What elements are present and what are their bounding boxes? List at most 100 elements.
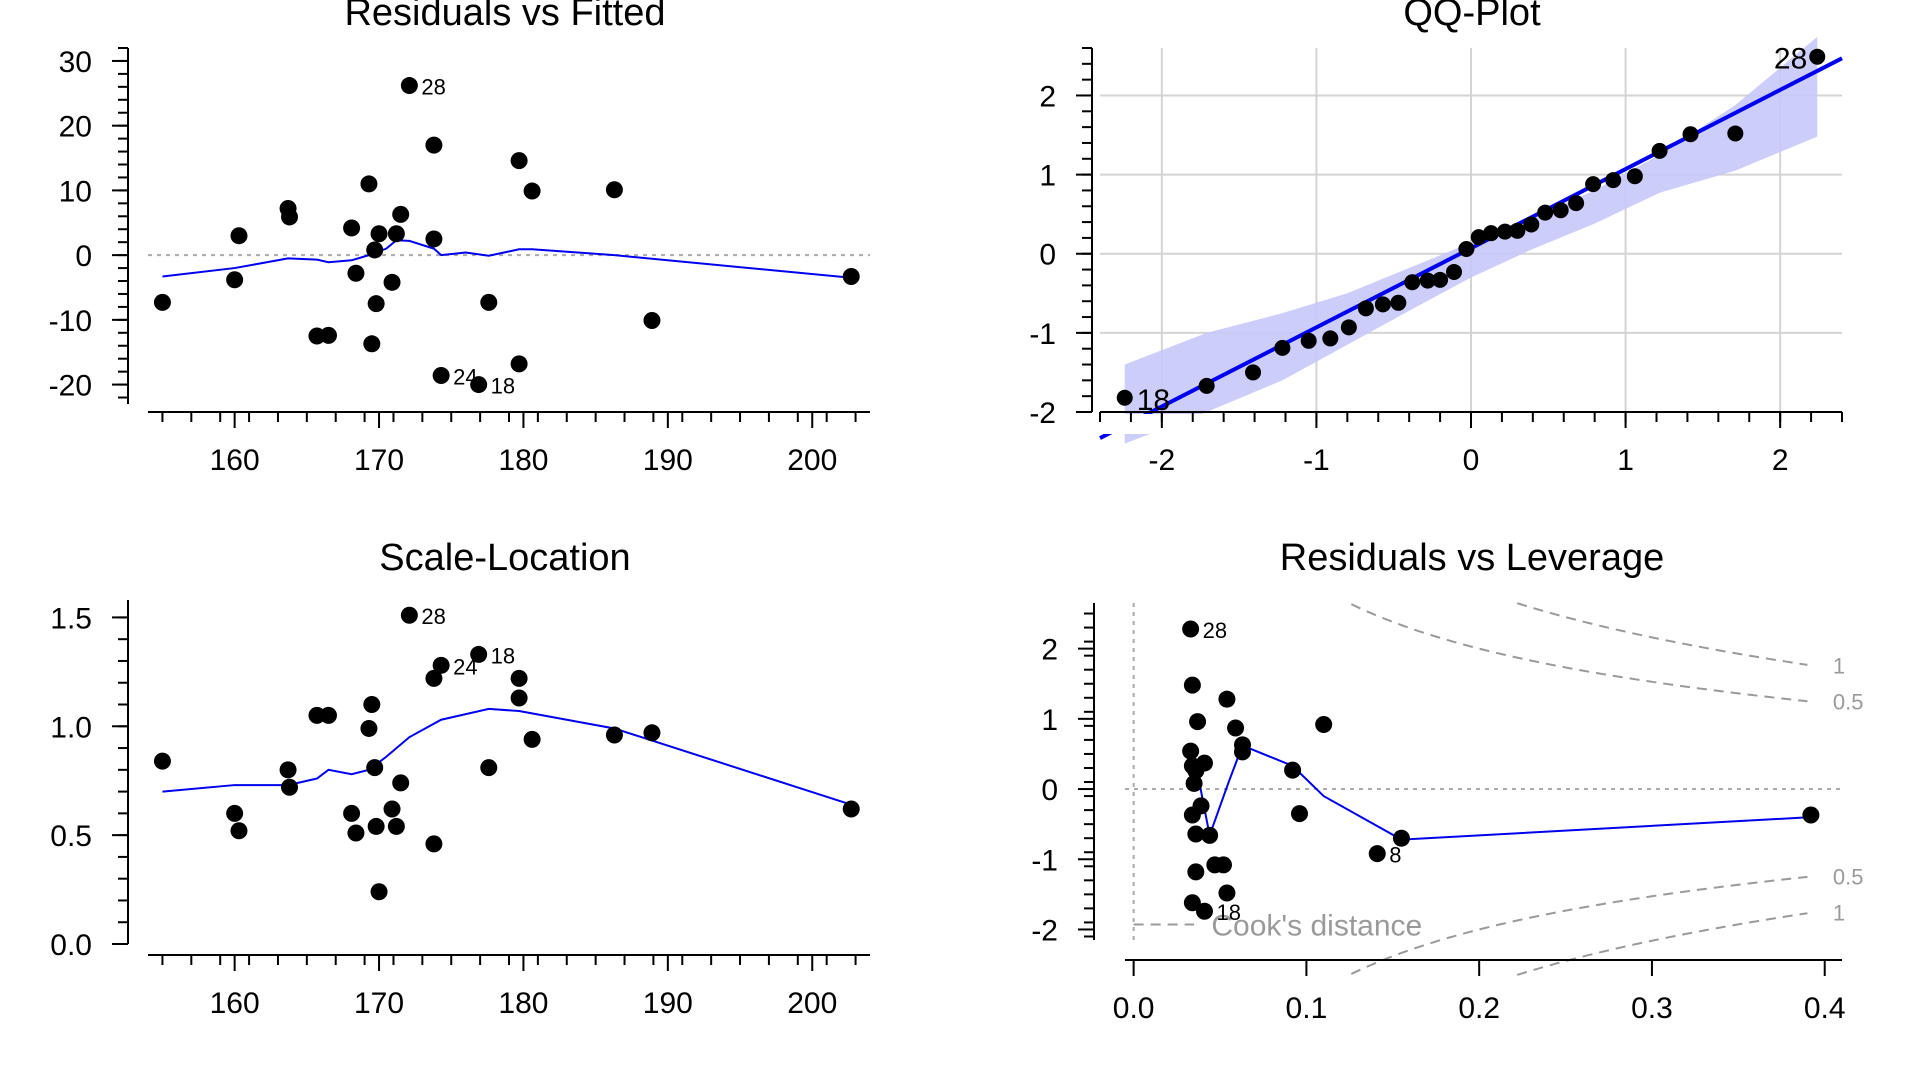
y-tick-label: 0.0 xyxy=(50,929,92,962)
data-point xyxy=(1392,829,1410,847)
data-point xyxy=(400,77,418,95)
x-tick-label: 190 xyxy=(643,987,693,1020)
data-point xyxy=(510,355,528,373)
data-point xyxy=(1802,806,1820,824)
data-point xyxy=(230,227,248,245)
data-point xyxy=(1227,719,1245,737)
y-tick-label: 1 xyxy=(1039,160,1056,193)
data-point xyxy=(1727,125,1744,142)
data-point xyxy=(1509,222,1526,239)
cooks-contour-label: 0.5 xyxy=(1833,690,1864,715)
data-point xyxy=(1432,271,1449,288)
y-tick-label: 0 xyxy=(1039,239,1056,272)
cooks-contour-label: 1 xyxy=(1833,901,1845,926)
y-tick-label: -2 xyxy=(1031,914,1058,947)
data-point xyxy=(1374,296,1391,313)
point-id-label: 18 xyxy=(1137,384,1170,417)
data-point xyxy=(643,312,661,330)
point-id-label: 18 xyxy=(491,643,515,668)
data-point xyxy=(230,822,248,840)
data-point xyxy=(510,152,528,170)
data-point xyxy=(347,264,365,282)
x-tick-label: 160 xyxy=(210,444,260,477)
data-point xyxy=(1198,377,1215,394)
point-id-label: 28 xyxy=(1774,43,1807,76)
cooks-contour-1-upper xyxy=(1516,602,1808,666)
point-id-label: 18 xyxy=(491,374,515,399)
data-point xyxy=(1537,204,1554,221)
data-point xyxy=(343,219,361,237)
y-tick-label: 1 xyxy=(1041,704,1058,737)
y-tick-label: 1.5 xyxy=(50,602,92,635)
data-point xyxy=(392,205,410,223)
data-point xyxy=(1183,894,1201,912)
data-point xyxy=(1585,176,1602,193)
data-point xyxy=(1626,168,1643,185)
point-id-label: 28 xyxy=(1203,618,1227,643)
x-tick-label: 170 xyxy=(354,444,404,477)
data-point xyxy=(510,669,528,687)
data-point xyxy=(1458,240,1475,257)
data-point xyxy=(281,208,299,226)
data-point xyxy=(1300,332,1317,349)
y-tick-label: 2 xyxy=(1039,80,1056,113)
data-point xyxy=(320,326,337,344)
data-point xyxy=(387,817,405,835)
data-point xyxy=(432,656,450,674)
data-point xyxy=(1182,620,1200,638)
data-point xyxy=(1445,263,1462,280)
data-point xyxy=(363,335,381,353)
x-tick-label: 0.1 xyxy=(1286,992,1328,1025)
y-tick-label: 0 xyxy=(75,240,92,273)
data-point xyxy=(279,761,297,779)
data-point xyxy=(226,271,244,289)
y-tick-label: -20 xyxy=(49,370,92,403)
data-point xyxy=(1809,48,1826,65)
residuals-vs-leverage-panel: Residuals vs Leverage 1 0.5 0.5 1 Cook's dis… xyxy=(1031,537,1863,1025)
x-tick-label: 200 xyxy=(787,444,837,477)
data-point xyxy=(366,241,384,259)
data-point xyxy=(360,719,378,737)
data-point xyxy=(1419,272,1436,289)
cooks-contour-label: 0.5 xyxy=(1833,864,1864,889)
data-point xyxy=(360,175,378,193)
data-point xyxy=(366,759,384,777)
data-point xyxy=(387,225,405,243)
data-point xyxy=(510,689,528,707)
scale-location-panel: Scale-Location 160 170 180 190 200 1.5 1.0 0.5 0… xyxy=(50,537,870,1020)
x-tick-label: 200 xyxy=(787,987,837,1020)
data-point xyxy=(1470,229,1487,246)
y-tick-label: 20 xyxy=(59,111,92,144)
data-point xyxy=(383,800,401,818)
data-point xyxy=(432,367,450,385)
x-tick-label: 0.2 xyxy=(1458,992,1500,1025)
point-id-label: 28 xyxy=(421,604,445,629)
data-point xyxy=(1245,364,1262,381)
x-tick-label: 170 xyxy=(354,987,404,1020)
data-point xyxy=(1187,863,1205,881)
qq-plot-panel: QQ-Plot -2 -1 0 1 2 2 1 0 -1 -2 18 28 xyxy=(1029,0,1882,477)
residuals-vs-leverage-title: Residuals vs Leverage xyxy=(1280,537,1664,579)
data-point xyxy=(425,230,443,248)
y-tick-label: 30 xyxy=(59,46,92,79)
y-tick-label: -1 xyxy=(1031,844,1058,877)
data-point xyxy=(1340,319,1357,336)
data-point xyxy=(367,817,385,835)
data-point xyxy=(605,726,623,744)
data-point xyxy=(1497,223,1514,240)
residuals-vs-fitted-panel: Residuals vs Fitted 160 170 180 190 20030201… xyxy=(49,0,870,477)
point-id-label: 28 xyxy=(421,75,445,100)
confidence-band xyxy=(1124,36,1818,444)
loess-smoother-line xyxy=(162,707,852,806)
data-point xyxy=(1182,742,1200,760)
data-point xyxy=(400,606,418,624)
x-tick-label: 1 xyxy=(1617,444,1634,477)
data-point xyxy=(1284,761,1302,779)
data-point xyxy=(523,730,541,748)
data-point xyxy=(1183,806,1201,824)
y-tick-label: -2 xyxy=(1029,397,1056,430)
data-point xyxy=(1322,330,1339,347)
data-point xyxy=(370,883,388,901)
data-point xyxy=(347,824,365,842)
